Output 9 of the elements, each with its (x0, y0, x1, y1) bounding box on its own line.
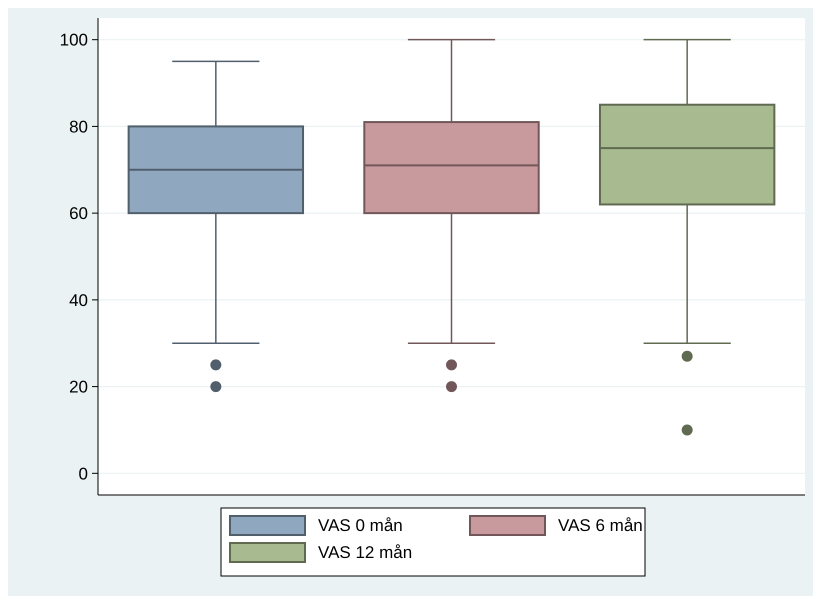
legend-label: VAS 0 mån (318, 516, 403, 535)
y-tick-label: 40 (69, 290, 88, 310)
y-tick-label: 100 (60, 30, 88, 50)
legend-label: VAS 12 mån (318, 543, 412, 562)
y-tick-label: 80 (69, 117, 88, 136)
y-tick-label: 0 (78, 464, 88, 484)
y-tick-label: 60 (69, 204, 88, 224)
legend-label: VAS 6 mån (558, 516, 643, 535)
y-tick-label: 20 (69, 378, 88, 397)
